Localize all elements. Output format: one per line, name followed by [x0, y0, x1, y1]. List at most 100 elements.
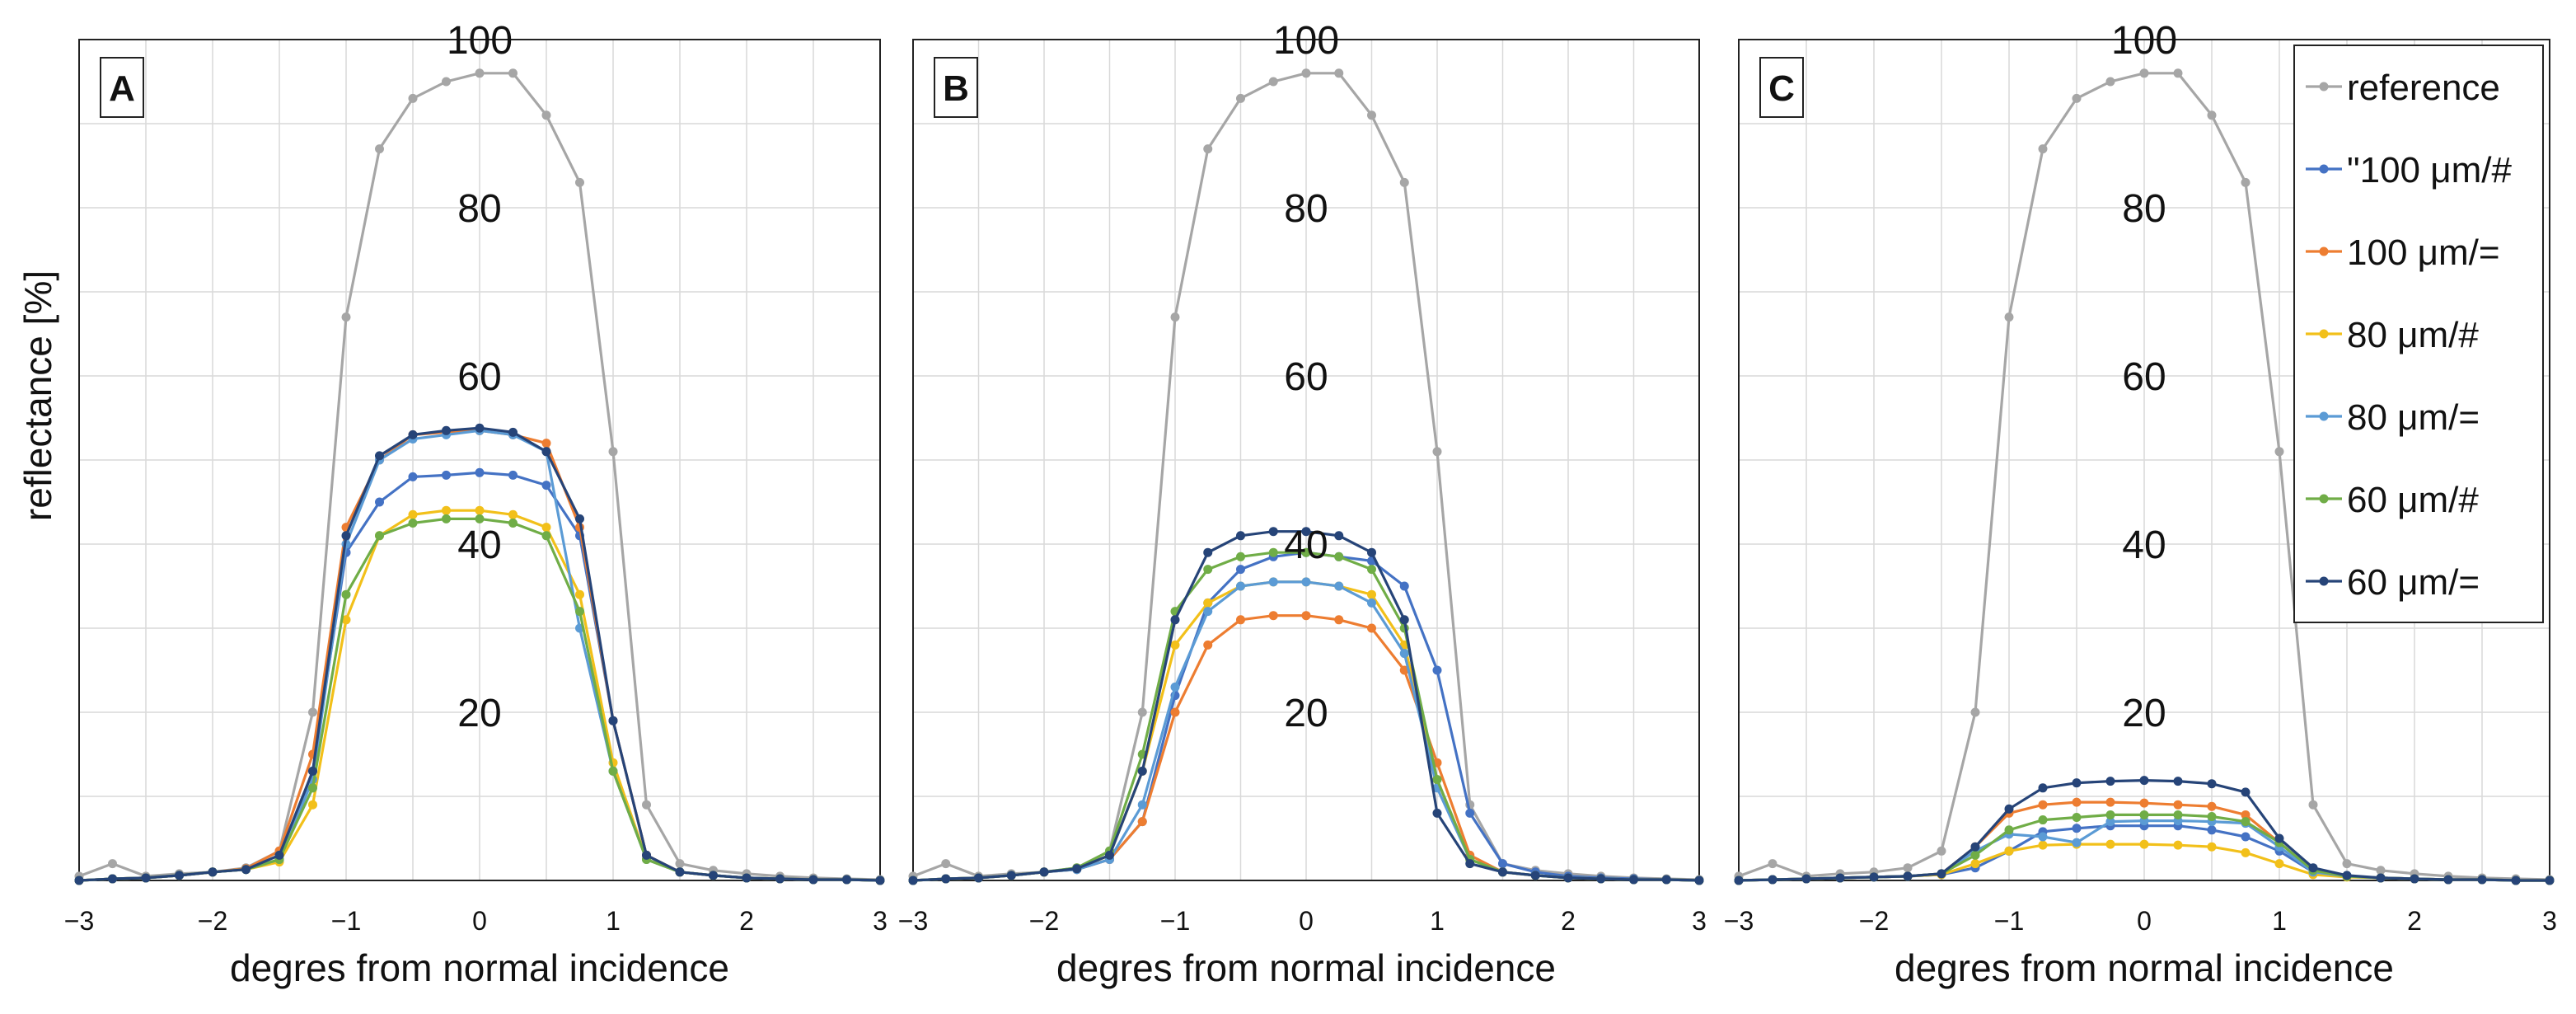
data-point-s80e — [1301, 577, 1311, 587]
data-point-s60e — [241, 865, 251, 875]
data-point-s80h — [1203, 598, 1213, 608]
data-point-s60e — [308, 766, 317, 776]
series-s60e — [908, 527, 1704, 885]
panel-c: 20 40 60 80 100 −3 −2 −1 0 1 2 3 degres from normal … — [1724, 19, 2557, 989]
legend-label: "100 μm/# — [2347, 150, 2512, 190]
data-point-s60e — [1367, 547, 1376, 557]
data-point-reference — [2308, 800, 2318, 810]
data-point-s60e — [541, 447, 551, 457]
data-point-reference — [675, 859, 685, 869]
data-point-s60h — [2241, 817, 2250, 827]
data-point-reference — [2173, 68, 2183, 78]
data-point-s60e — [1768, 875, 1777, 885]
data-point-s60e — [2004, 804, 2014, 814]
legend: reference "100 μm/# 100 μm/= 80 μm/# 80 μm/=… — [2293, 45, 2544, 623]
data-point-s60e — [2274, 833, 2284, 843]
data-point-s80h — [1367, 589, 1376, 599]
data-point-s60e — [1530, 871, 1540, 880]
x-tick-label: 1 — [2272, 906, 2287, 936]
data-point-s100e — [2038, 800, 2048, 810]
y-tick-label: 80 — [2122, 187, 2166, 231]
data-point-s60e — [2173, 777, 2183, 786]
data-point-s60e — [408, 430, 418, 439]
data-point-s80e — [1367, 598, 1376, 608]
x-tick-label: −1 — [1994, 906, 2024, 936]
plot-frame — [912, 39, 1700, 881]
data-point-s60e — [1399, 615, 1409, 625]
data-point-reference — [1236, 93, 1245, 103]
data-point-s60e — [642, 850, 651, 860]
data-point-s60e — [141, 873, 151, 883]
legend-entry-s100h: "100 μm/# — [2306, 150, 2512, 190]
data-point-s60e — [1072, 864, 1082, 874]
y-tick-label: 40 — [457, 523, 501, 567]
y-tick-label: 80 — [1284, 187, 1328, 231]
data-point-s60e — [1268, 527, 1278, 537]
data-point-s80e — [1236, 581, 1245, 591]
data-point-s100e — [2173, 800, 2183, 810]
data-point-reference — [1367, 110, 1376, 120]
data-point-s60e — [1498, 867, 1507, 877]
data-point-s60e — [175, 871, 184, 880]
data-point-reference — [1970, 707, 1980, 717]
data-point-s60e — [1432, 808, 1442, 818]
data-point-reference — [508, 68, 518, 78]
data-point-s80h — [341, 615, 351, 625]
data-point-s60e — [842, 875, 851, 885]
data-point-s60h — [2207, 811, 2217, 821]
x-axis-title: degres from normal incidence — [1056, 946, 1556, 989]
data-point-s100e — [1301, 611, 1311, 621]
data-point-s60e — [2477, 875, 2487, 885]
panel-label-box — [100, 57, 144, 118]
data-point-s100e — [2241, 810, 2250, 819]
x-tick-label: −3 — [64, 906, 94, 936]
data-point-reference — [1203, 144, 1213, 154]
data-point-reference — [2207, 110, 2217, 120]
data-point-s60e — [375, 451, 384, 461]
data-point-s60h — [2038, 815, 2048, 825]
data-point-reference — [2274, 447, 2284, 457]
data-point-s60e — [1903, 871, 1913, 881]
data-point-s100e — [2105, 797, 2115, 807]
legend-entry-reference: reference — [2306, 68, 2500, 108]
data-point-reference — [941, 859, 951, 869]
data-point-s80h — [508, 509, 518, 519]
data-point-s100h — [541, 481, 551, 491]
data-point-s60h — [1970, 850, 1980, 860]
data-point-s100e — [1367, 623, 1376, 633]
data-point-s100h — [508, 470, 518, 480]
x-tick-label: 2 — [739, 906, 754, 936]
data-point-s80h — [408, 509, 418, 519]
data-point-s60e — [1937, 869, 1946, 879]
y-tick-label: 100 — [1273, 19, 1339, 63]
data-point-s60e — [1694, 876, 1704, 885]
data-point-s60e — [608, 716, 618, 725]
data-point-s100e — [2207, 801, 2217, 811]
y-tick-label: 100 — [447, 19, 513, 63]
data-point-s60h — [2173, 810, 2183, 819]
x-tick-label: 1 — [1430, 906, 1445, 936]
legend-swatch-marker — [2319, 411, 2329, 421]
data-point-s60e — [2241, 787, 2250, 797]
data-point-s100e — [1137, 817, 1147, 827]
y-tick-label: 60 — [2122, 355, 2166, 399]
data-point-s100h — [2241, 832, 2250, 842]
data-point-s100e — [1268, 611, 1278, 621]
data-point-s100h — [2207, 825, 2217, 835]
y-tick-label: 40 — [1284, 523, 1328, 567]
x-tick-label: 2 — [2407, 906, 2422, 936]
data-point-s60e — [1334, 531, 1344, 541]
legend-entry-s100e: 100 μm/= — [2306, 232, 2500, 273]
data-point-reference — [308, 707, 317, 717]
data-point-s60e — [1734, 876, 1744, 885]
data-point-reference — [541, 110, 551, 120]
panel-label-box — [934, 57, 978, 118]
plot-frame — [1738, 39, 2550, 881]
data-point-reference — [2241, 177, 2250, 187]
legend-swatch-marker — [2319, 494, 2329, 504]
data-point-reference — [341, 312, 351, 322]
data-point-s60e — [2207, 779, 2217, 789]
data-point-s100h — [1498, 859, 1507, 869]
legend-label: 80 μm/# — [2347, 315, 2479, 355]
data-point-s60e — [341, 531, 351, 541]
